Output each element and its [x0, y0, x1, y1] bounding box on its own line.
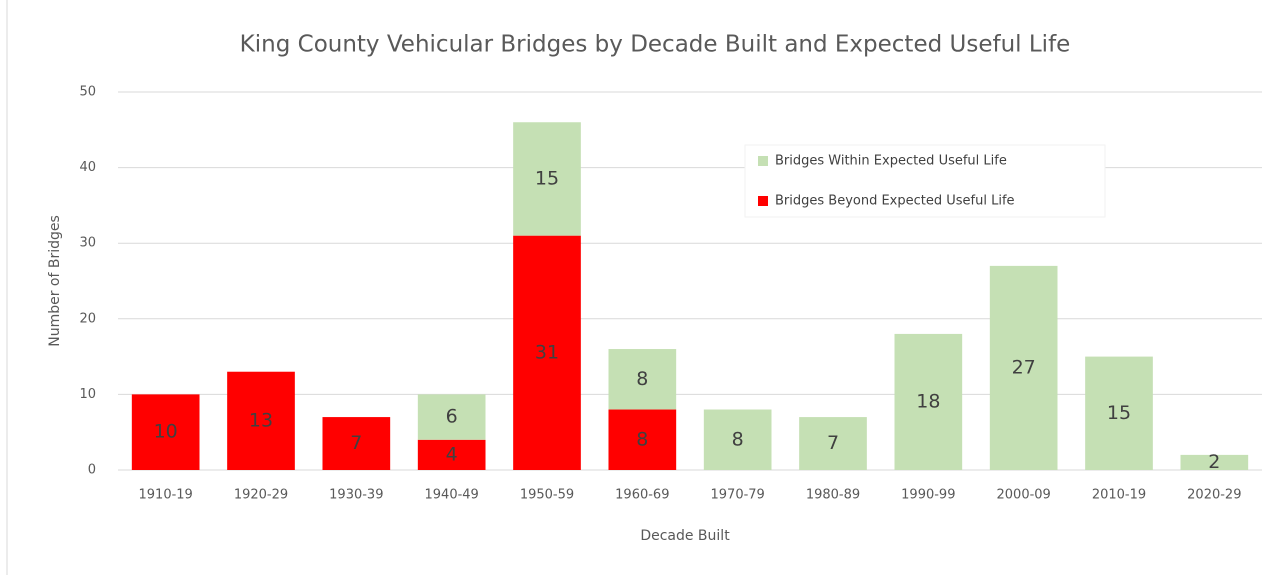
data-label: 13: [249, 409, 273, 431]
x-tick-label: 1950-59: [520, 488, 574, 503]
bar-segment: [608, 409, 677, 470]
y-tick-label: 0: [88, 463, 96, 478]
chart-title: King County Vehicular Bridges by Decade …: [240, 32, 1071, 58]
bar-segment: [799, 417, 867, 470]
data-label: 27: [1012, 356, 1036, 378]
y-axis-label: Number of Bridges: [47, 215, 63, 347]
bar-segment: [417, 439, 486, 470]
data-label: 8: [636, 428, 648, 450]
x-tick-label: 1930-39: [329, 488, 383, 503]
x-tick-label: 1920-29: [234, 488, 288, 503]
bar-segment: [513, 235, 581, 470]
x-tick-label: 2010-19: [1092, 488, 1146, 503]
legend-swatch: [758, 156, 768, 166]
data-label: 8: [732, 428, 744, 450]
legend-swatch: [758, 196, 768, 206]
y-tick-label: 40: [79, 160, 96, 175]
legend-label: Bridges Within Expected Useful Life: [775, 154, 1007, 169]
chart-frame: [6, 0, 8, 575]
bar-segment: [989, 265, 1058, 470]
data-label: 4: [446, 443, 458, 465]
bar-segment: [608, 349, 677, 410]
data-label: 18: [916, 390, 940, 412]
x-tick-label: 1940-49: [425, 488, 479, 503]
data-label: 2: [1208, 451, 1220, 473]
x-tick-label: 1910-19: [139, 488, 193, 503]
bar-segment: [227, 371, 295, 470]
data-label: 15: [535, 167, 559, 189]
x-tick-label: 1970-79: [711, 488, 765, 503]
x-axis-label: Decade Built: [640, 528, 730, 544]
bar-segment: [322, 417, 391, 470]
x-tick-label: 1980-89: [806, 488, 860, 503]
data-label: 7: [350, 432, 362, 454]
y-tick-label: 30: [79, 236, 96, 251]
bar-segment: [417, 394, 486, 440]
x-tick-label: 1960-69: [615, 488, 669, 503]
legend-box: [744, 144, 1106, 218]
bar-segment: [894, 333, 963, 470]
x-tick-label: 2000-09: [997, 488, 1051, 503]
data-label: 31: [535, 341, 559, 363]
x-tick-label: 2020-29: [1187, 488, 1241, 503]
x-tick-label: 1990-99: [901, 488, 955, 503]
data-label: 10: [154, 421, 178, 443]
y-tick-label: 20: [79, 311, 96, 326]
bar-segment: [703, 409, 772, 470]
y-tick-label: 50: [79, 85, 96, 100]
bar-segment: [1085, 356, 1153, 470]
legend-label: Bridges Beyond Expected Useful Life: [775, 194, 1015, 209]
bar-segment: [513, 122, 581, 236]
y-tick-label: 10: [79, 387, 96, 402]
data-label: 6: [446, 406, 458, 428]
bar-segment: [131, 394, 200, 470]
data-label: 7: [827, 432, 839, 454]
data-label: 15: [1107, 402, 1131, 424]
data-label: 8: [636, 368, 648, 390]
bar-segment: [1180, 454, 1249, 470]
